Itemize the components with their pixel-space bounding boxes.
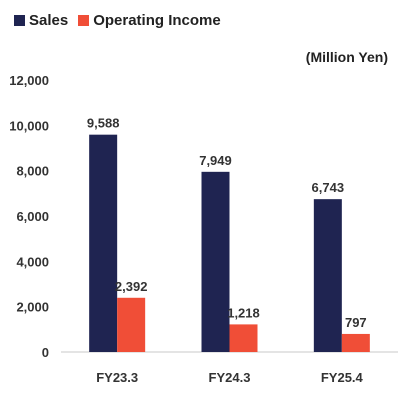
y-tick-label: 6,000 <box>16 209 49 224</box>
y-tick-label: 4,000 <box>16 254 49 269</box>
y-tick-label: 2,000 <box>16 300 49 315</box>
data-label: 7,949 <box>199 153 232 168</box>
bar-sales <box>89 134 118 352</box>
y-tick-label: 0 <box>42 345 49 360</box>
data-label: 9,588 <box>87 116 120 131</box>
bar-operating-income <box>117 297 146 352</box>
data-label: 6,743 <box>312 180 345 195</box>
chart-legend: Sales Operating Income <box>14 12 221 29</box>
legend-swatch-operating-income <box>78 15 90 26</box>
unit-label: (Million Yen) <box>305 49 388 65</box>
data-label: 1,218 <box>227 305 260 320</box>
legend-swatch-sales <box>14 15 25 26</box>
data-label: 2,392 <box>115 279 148 294</box>
legend-item-operating-income: Operating Income <box>78 12 221 29</box>
legend-label-sales: Sales <box>29 12 69 29</box>
legend-item-sales: Sales <box>14 12 68 29</box>
y-tick-label: 8,000 <box>16 164 49 179</box>
y-tick-label: 12,000 <box>9 73 49 88</box>
legend-label-operating-income: Operating Income <box>93 12 221 29</box>
bar-sales <box>313 199 342 352</box>
x-tick-label: FY25.4 <box>321 370 364 385</box>
x-tick-label: FY24.3 <box>209 370 251 385</box>
bar-operating-income <box>341 333 370 352</box>
x-tick-label: FY23.3 <box>96 370 138 385</box>
data-label: 797 <box>345 315 367 330</box>
y-tick-label: 10,000 <box>9 118 49 133</box>
bar-operating-income <box>229 324 258 352</box>
bar-sales <box>201 171 230 352</box>
